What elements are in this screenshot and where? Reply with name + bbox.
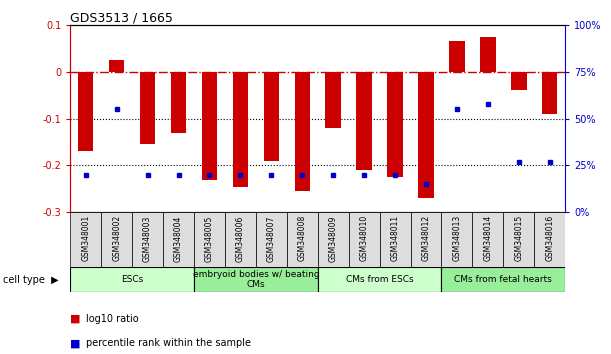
Text: GSM348012: GSM348012 [422,215,431,261]
FancyBboxPatch shape [70,267,194,292]
Text: GSM348001: GSM348001 [81,215,90,261]
Bar [171,72,186,133]
Bar [109,60,125,72]
FancyBboxPatch shape [194,267,318,292]
Bar [356,72,372,170]
Text: GSM348004: GSM348004 [174,215,183,262]
Text: ■: ■ [70,314,81,324]
Bar [233,72,248,187]
FancyBboxPatch shape [194,212,225,267]
Text: GSM348002: GSM348002 [112,215,121,261]
Text: CMs from ESCs: CMs from ESCs [346,275,414,284]
FancyBboxPatch shape [503,212,534,267]
Bar [387,72,403,177]
Text: GSM348010: GSM348010 [360,215,368,261]
Bar [78,72,93,152]
Text: GSM348013: GSM348013 [452,215,461,261]
FancyBboxPatch shape [287,212,318,267]
Text: ESCs: ESCs [121,275,143,284]
Text: GSM348006: GSM348006 [236,215,245,262]
Bar [140,72,155,144]
Bar [326,72,341,128]
FancyBboxPatch shape [442,212,472,267]
FancyBboxPatch shape [70,212,101,267]
Bar [202,72,217,179]
Text: GSM348009: GSM348009 [329,215,338,262]
Text: GSM348005: GSM348005 [205,215,214,262]
Text: ■: ■ [70,338,81,348]
FancyBboxPatch shape [101,212,132,267]
FancyBboxPatch shape [411,212,442,267]
Bar [263,72,279,161]
FancyBboxPatch shape [472,212,503,267]
FancyBboxPatch shape [225,212,256,267]
FancyBboxPatch shape [318,267,442,292]
Text: GSM348016: GSM348016 [545,215,554,261]
Text: GSM348015: GSM348015 [514,215,523,261]
Text: GSM348014: GSM348014 [483,215,492,261]
FancyBboxPatch shape [132,212,163,267]
FancyBboxPatch shape [442,267,565,292]
Text: embryoid bodies w/ beating
CMs: embryoid bodies w/ beating CMs [192,270,319,289]
Bar [511,72,527,90]
Text: GSM348003: GSM348003 [143,215,152,262]
Text: GDS3513 / 1665: GDS3513 / 1665 [70,12,173,25]
Text: GSM348007: GSM348007 [267,215,276,262]
Text: CMs from fetal hearts: CMs from fetal hearts [455,275,552,284]
Bar [419,72,434,198]
FancyBboxPatch shape [534,212,565,267]
FancyBboxPatch shape [379,212,411,267]
Text: percentile rank within the sample: percentile rank within the sample [86,338,251,348]
Text: GSM348008: GSM348008 [298,215,307,261]
Bar [542,72,557,114]
Text: cell type  ▶: cell type ▶ [3,275,59,285]
FancyBboxPatch shape [349,212,379,267]
FancyBboxPatch shape [256,212,287,267]
FancyBboxPatch shape [318,212,349,267]
Text: log10 ratio: log10 ratio [86,314,138,324]
Text: GSM348011: GSM348011 [390,215,400,261]
Bar [480,36,496,72]
FancyBboxPatch shape [163,212,194,267]
Bar [295,72,310,191]
Bar [449,41,464,72]
